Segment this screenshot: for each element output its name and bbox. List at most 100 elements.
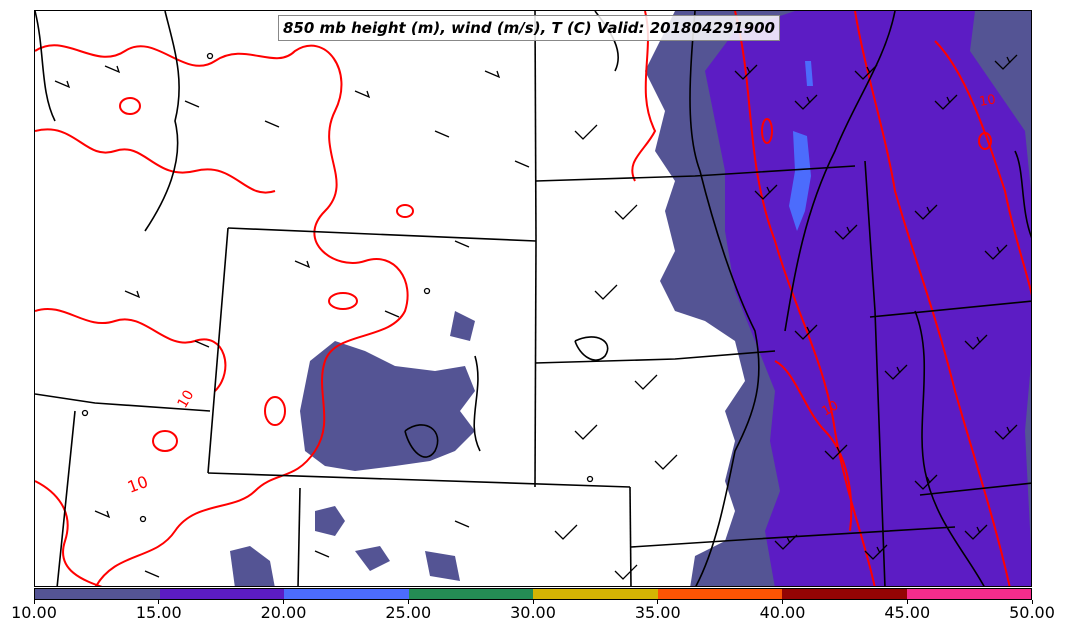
wind-barb bbox=[434, 130, 450, 138]
wind-barb bbox=[124, 290, 141, 299]
wind-barb bbox=[264, 120, 280, 128]
temperature-contours bbox=[35, 11, 1031, 586]
border-line bbox=[919, 482, 1031, 496]
wind-barb bbox=[54, 80, 71, 89]
wind-barb bbox=[594, 284, 618, 300]
colorbar-segment bbox=[159, 589, 284, 599]
border-line bbox=[144, 11, 180, 232]
colorbar-tick-label: 10.00 bbox=[11, 603, 57, 622]
colorbar-tick-mark bbox=[33, 600, 35, 604]
wind-barb bbox=[984, 244, 1008, 260]
border-line bbox=[534, 240, 537, 488]
wind-barb bbox=[614, 564, 638, 580]
border-line bbox=[864, 160, 886, 586]
colorbar-segment bbox=[284, 589, 409, 599]
border-line bbox=[534, 350, 776, 364]
wind-barb bbox=[774, 534, 798, 550]
temp-contour bbox=[978, 132, 992, 150]
border-line bbox=[534, 11, 537, 242]
colorbar-tick-label: 45.00 bbox=[884, 603, 931, 622]
temp-contour bbox=[35, 480, 103, 586]
colorbar-tick-label: 30.00 bbox=[510, 603, 556, 622]
shading-10-15-west-a bbox=[300, 341, 475, 471]
contour-label: 10 bbox=[978, 92, 997, 110]
map-canvas: 10 10 10 10 bbox=[35, 11, 1031, 586]
temp-contour bbox=[35, 308, 227, 392]
wind-barb bbox=[614, 204, 638, 220]
map-title: 850 mb height (m), wind (m/s), T (C) Val… bbox=[278, 15, 780, 41]
wind-barb bbox=[104, 65, 121, 74]
border-line bbox=[473, 355, 481, 452]
shading-10-15-west-f bbox=[425, 551, 460, 581]
shading-15-20-east bbox=[705, 11, 1031, 586]
border-line bbox=[207, 472, 631, 488]
colorbar-tick-label: 40.00 bbox=[759, 603, 806, 622]
contour-label: 10 bbox=[820, 398, 842, 419]
wind-barb bbox=[834, 224, 858, 240]
wind-barb bbox=[184, 100, 200, 108]
colorbar-tick-label: 50.00 bbox=[1009, 603, 1055, 622]
wind-barb bbox=[294, 260, 311, 269]
wind-barb bbox=[314, 550, 330, 558]
wind-barb bbox=[964, 334, 988, 350]
colorbar-segment bbox=[35, 589, 160, 599]
wind-barb bbox=[194, 340, 210, 348]
calm-wind-circle bbox=[423, 287, 431, 295]
border-line bbox=[574, 336, 609, 361]
wind-barb bbox=[634, 374, 658, 390]
shading-10-15-west-e bbox=[450, 311, 475, 341]
wind-barb bbox=[734, 64, 758, 80]
wind-barb bbox=[384, 310, 400, 318]
border-line bbox=[35, 393, 211, 412]
wind-barb bbox=[794, 324, 818, 340]
wind-barb bbox=[964, 524, 988, 540]
temp-contour bbox=[119, 97, 141, 115]
colorbar-tick-mark bbox=[407, 600, 409, 604]
temp-contour bbox=[152, 430, 178, 452]
wind-barb bbox=[854, 64, 878, 80]
border-line bbox=[914, 310, 985, 586]
map-plot-area: 10 10 10 10 bbox=[34, 10, 1032, 587]
wind-barb bbox=[914, 474, 938, 490]
contour-label: 10 bbox=[125, 472, 151, 497]
colorbar-tick-mark bbox=[782, 600, 783, 604]
border-line bbox=[689, 11, 760, 586]
temp-contour bbox=[328, 292, 358, 310]
wind-barb bbox=[354, 90, 371, 99]
border-line bbox=[535, 165, 856, 182]
colorbar-segment bbox=[906, 589, 1031, 599]
wind-barbs bbox=[54, 52, 1018, 580]
wind-barb bbox=[934, 94, 958, 110]
shading-10-15-west-d bbox=[355, 546, 390, 571]
temp-contour bbox=[774, 360, 853, 532]
colorbar-segment bbox=[657, 589, 782, 599]
temp-contour bbox=[35, 44, 409, 586]
border-line bbox=[35, 11, 56, 122]
wind-barb bbox=[574, 424, 598, 440]
wind-speed-shading bbox=[230, 11, 1031, 586]
colorbar-tick-mark bbox=[532, 600, 534, 604]
wind-barb bbox=[514, 160, 530, 168]
wind-barb bbox=[884, 364, 908, 380]
contour-label: 10 bbox=[175, 388, 198, 411]
temp-contour bbox=[264, 396, 286, 426]
shading-20-25-east-2 bbox=[805, 61, 813, 86]
wind-barb bbox=[794, 94, 818, 110]
wind-barb bbox=[824, 444, 848, 460]
temp-contour bbox=[396, 204, 414, 218]
wind-barb bbox=[454, 520, 470, 528]
colorbar-tick-mark bbox=[1031, 600, 1033, 604]
wind-barb bbox=[454, 240, 470, 248]
border-line bbox=[404, 424, 439, 458]
colorbar-tick-mark bbox=[158, 600, 160, 604]
temp-contour bbox=[631, 11, 657, 182]
temp-contour bbox=[854, 11, 1011, 586]
wind-barb bbox=[994, 424, 1018, 440]
colorbar-tick-mark bbox=[657, 600, 659, 604]
shading-10-15-west-b bbox=[230, 546, 275, 586]
calm-wind-circle bbox=[586, 475, 594, 483]
border-line bbox=[630, 526, 956, 548]
colorbar-tick-mark bbox=[906, 600, 908, 604]
border-line bbox=[869, 300, 1031, 318]
colorbar-segment bbox=[408, 589, 533, 599]
